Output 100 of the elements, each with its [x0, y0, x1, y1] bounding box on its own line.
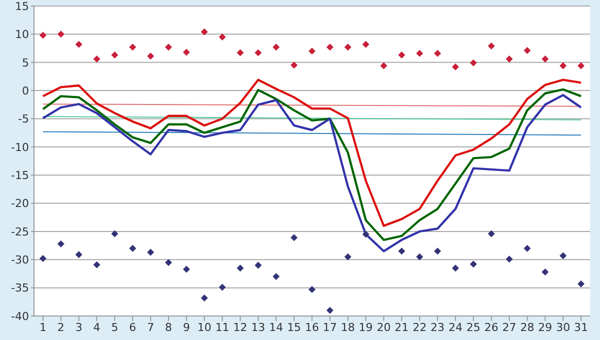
- x-tick-label: 10: [197, 320, 212, 334]
- point: [344, 44, 352, 51]
- y-tick-label: -15: [11, 168, 29, 182]
- y-tick-label: 5: [22, 56, 29, 70]
- x-tick-label: 20: [376, 320, 391, 334]
- point: [470, 260, 477, 268]
- point: [308, 48, 316, 55]
- point: [39, 255, 46, 262]
- point: [147, 248, 154, 256]
- x-tick-label: 2: [57, 320, 64, 334]
- y-tick-label: -20: [11, 197, 29, 210]
- point: [39, 32, 46, 39]
- point: [542, 268, 549, 276]
- x-tick-label: 17: [322, 320, 337, 334]
- point: [272, 273, 280, 280]
- point: [578, 62, 585, 70]
- point: [254, 49, 262, 56]
- x-tick-label: 19: [358, 320, 373, 334]
- point: [326, 306, 334, 314]
- point: [129, 244, 136, 252]
- point: [218, 34, 226, 40]
- point: [93, 55, 100, 62]
- x-tick-label: 7: [147, 320, 154, 334]
- point: [524, 244, 531, 252]
- y-tick-label: 10: [15, 28, 29, 42]
- x-tick-label: 25: [466, 320, 480, 334]
- x-tick-label: 29: [538, 320, 552, 334]
- x-tick-label: 16: [305, 320, 319, 334]
- y-tick-label: -25: [11, 225, 29, 238]
- point: [111, 52, 118, 59]
- point: [57, 30, 64, 38]
- point: [416, 253, 424, 260]
- x-tick-label: 22: [412, 320, 427, 334]
- point: [434, 50, 442, 57]
- point: [560, 252, 567, 260]
- point: [308, 286, 316, 294]
- point: [200, 294, 208, 302]
- point: [560, 62, 567, 70]
- y-tick-label: -35: [11, 282, 29, 295]
- point: [380, 62, 388, 70]
- y-tick-label: -10: [11, 140, 29, 154]
- y-tick-label: -40: [11, 310, 29, 323]
- y-tick-label: 0: [22, 84, 29, 98]
- point: [416, 50, 424, 57]
- x-tick-label: 14: [269, 320, 284, 334]
- x-tick-label: 30: [556, 320, 570, 334]
- point: [111, 230, 118, 238]
- x-tick-label: 15: [287, 320, 302, 334]
- point: [75, 40, 82, 48]
- point: [290, 62, 298, 69]
- x-tick-label: 24: [448, 320, 462, 334]
- point: [236, 264, 244, 272]
- x-tick-label: 31: [574, 320, 588, 334]
- point: [452, 63, 459, 70]
- y-tick-label: -5: [18, 112, 29, 126]
- point: [344, 253, 352, 260]
- point: [506, 55, 513, 62]
- x-tick-label: 12: [233, 320, 248, 334]
- x-tick-label: 18: [340, 320, 355, 334]
- point: [57, 240, 64, 248]
- point: [165, 258, 172, 266]
- x-tick-label: 27: [502, 320, 516, 334]
- point: [488, 42, 495, 50]
- point: [182, 266, 190, 273]
- x-tick-label: 13: [251, 320, 266, 334]
- point: [272, 44, 280, 51]
- x-tick-label: 21: [394, 320, 409, 334]
- point: [129, 44, 136, 51]
- point: [470, 59, 477, 66]
- point: [362, 230, 370, 238]
- x-tick-label: 9: [182, 320, 190, 334]
- point: [578, 280, 585, 288]
- x-tick-label: 1: [39, 320, 46, 334]
- point: [542, 55, 549, 62]
- point: [147, 52, 154, 60]
- x-tick-label: 3: [75, 320, 82, 334]
- x-tick-label: 23: [430, 320, 445, 334]
- point: [182, 48, 190, 56]
- point: [290, 234, 298, 242]
- point: [452, 264, 459, 272]
- point: [398, 248, 406, 255]
- point: [165, 44, 172, 51]
- point: [93, 261, 100, 268]
- point: [254, 262, 262, 269]
- point: [434, 248, 442, 255]
- x-tick-label: 8: [165, 320, 172, 334]
- point: [326, 44, 334, 51]
- y-tick-label: -30: [11, 254, 29, 267]
- point: [200, 28, 208, 36]
- x-tick-label: 4: [93, 320, 100, 334]
- point: [524, 47, 531, 54]
- y-tick-label: 15: [15, 0, 29, 13]
- point: [75, 251, 82, 258]
- x-tick-label: 28: [520, 320, 534, 334]
- x-tick-label: 5: [111, 320, 118, 334]
- point: [488, 230, 495, 238]
- point: [218, 284, 226, 291]
- point: [362, 40, 370, 48]
- x-tick-label: 6: [129, 320, 136, 334]
- x-tick-label: 11: [215, 320, 230, 334]
